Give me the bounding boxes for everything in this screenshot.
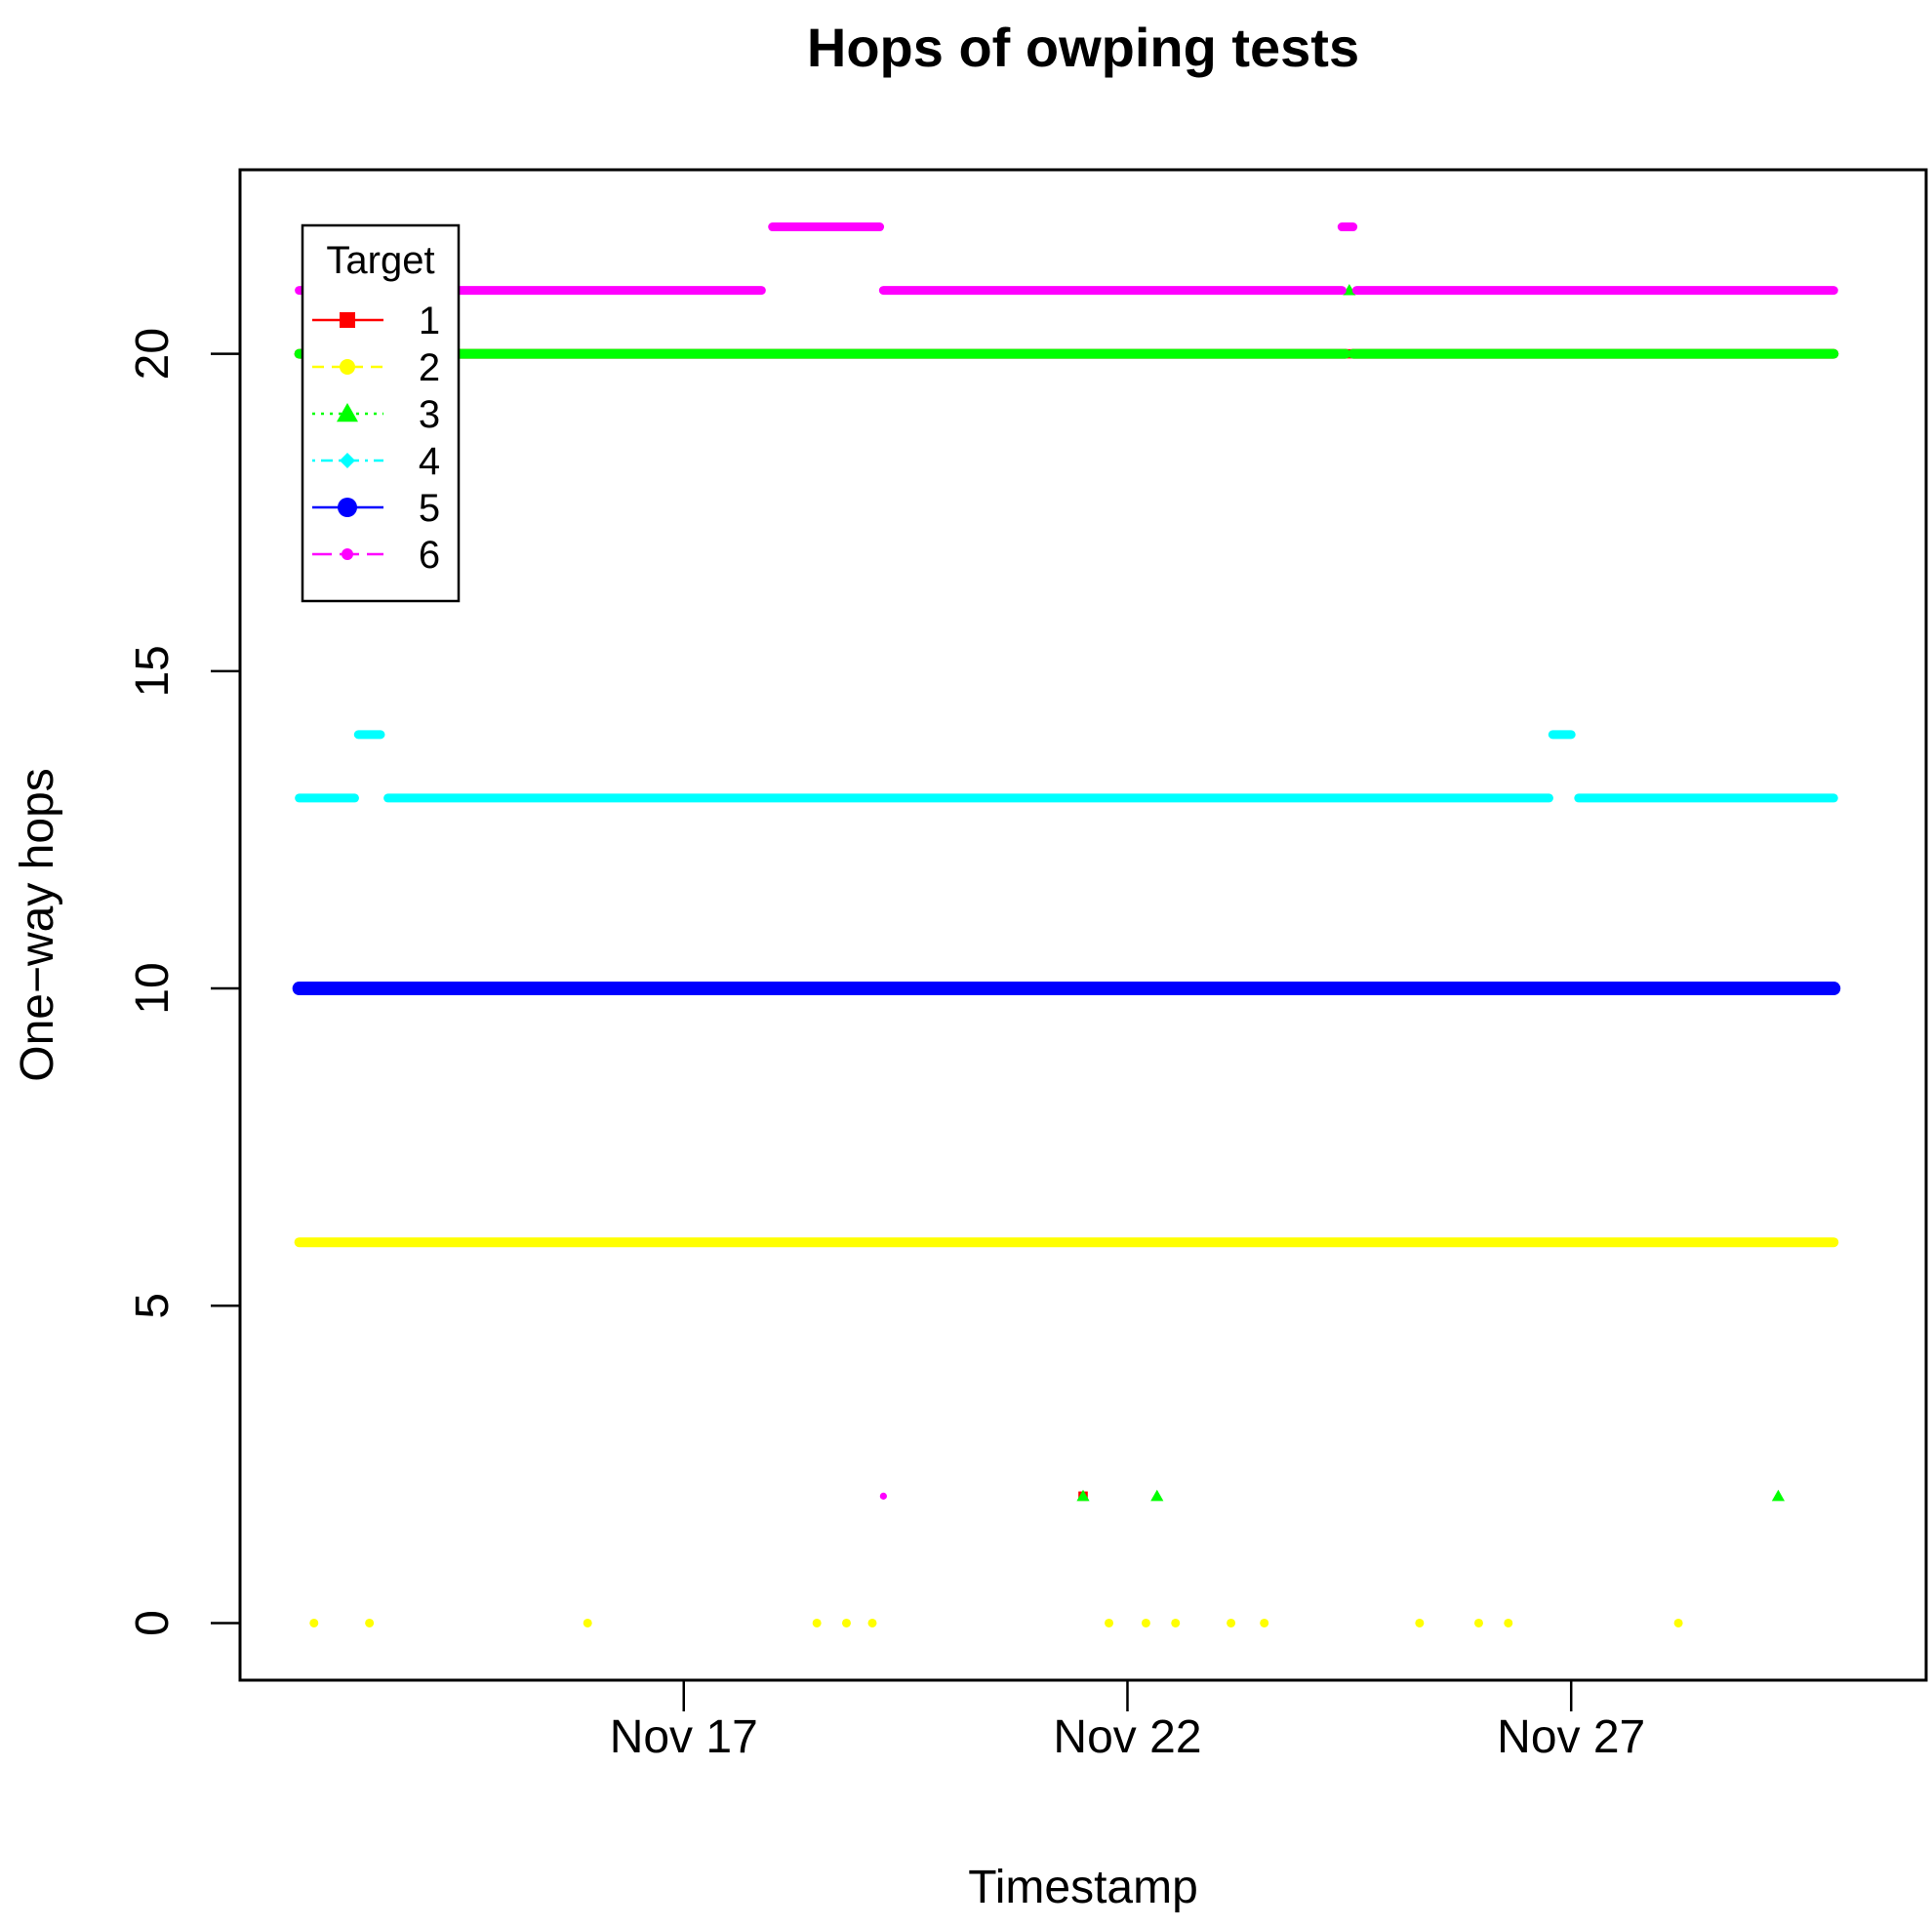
legend-marker bbox=[340, 312, 355, 328]
series-3-point bbox=[1150, 1489, 1164, 1502]
series-3 bbox=[294, 283, 1839, 1502]
legend-entry-3: 3 bbox=[312, 393, 440, 436]
y-tick-label: 5 bbox=[127, 1293, 179, 1319]
x-tick-label: Nov 22 bbox=[1053, 1711, 1201, 1763]
series-2-point bbox=[1260, 1618, 1269, 1627]
series-2-point bbox=[1141, 1618, 1150, 1627]
series-2-point bbox=[867, 1618, 877, 1627]
x-axis-title: Timestamp bbox=[968, 1862, 1198, 1913]
y-axis-title: One−way hops bbox=[12, 768, 63, 1082]
series-2 bbox=[294, 1237, 1839, 1627]
series-2-point bbox=[1504, 1618, 1513, 1627]
series-2-point bbox=[1415, 1618, 1425, 1627]
legend-entry-6: 6 bbox=[312, 534, 440, 577]
series-2-point bbox=[1171, 1618, 1181, 1627]
x-tick-label: Nov 27 bbox=[1497, 1711, 1645, 1763]
series-3-point bbox=[1771, 1489, 1786, 1502]
series-2-point bbox=[583, 1618, 592, 1627]
legend-label: 4 bbox=[419, 440, 440, 483]
legend-title: Target bbox=[326, 239, 434, 282]
chart-title: Hops of owping tests bbox=[807, 17, 1359, 78]
legend-entry-4: 4 bbox=[312, 440, 440, 483]
legend-entry-5: 5 bbox=[312, 487, 440, 530]
series-2-point bbox=[365, 1618, 375, 1627]
legend-label: 1 bbox=[419, 300, 440, 342]
y-tick-label: 0 bbox=[127, 1610, 179, 1636]
series-2-point bbox=[1105, 1618, 1114, 1627]
series-layer bbox=[292, 222, 1841, 1627]
legend-marker bbox=[342, 548, 353, 560]
series-2-point bbox=[1673, 1618, 1683, 1627]
series-2-point bbox=[812, 1618, 822, 1627]
series-3-point bbox=[1076, 1489, 1090, 1502]
y-axis: 0 5 10 15 20 bbox=[127, 328, 240, 1636]
legend-label: 2 bbox=[419, 346, 440, 389]
legend-marker bbox=[337, 403, 358, 422]
legend-marker bbox=[340, 453, 355, 468]
x-axis: Nov 17 Nov 22 Nov 27 bbox=[610, 1680, 1645, 1763]
x-tick-label: Nov 17 bbox=[610, 1711, 758, 1763]
series-6-point bbox=[879, 1492, 887, 1500]
plot-frame bbox=[238, 168, 1928, 1682]
series-3-point bbox=[1343, 283, 1356, 296]
y-tick-label: 20 bbox=[127, 328, 179, 380]
series-2-point bbox=[841, 1618, 851, 1627]
y-tick-label: 10 bbox=[127, 962, 179, 1014]
legend-entry-1: 1 bbox=[312, 300, 440, 342]
legend-box bbox=[301, 223, 461, 603]
legend-entry-2: 2 bbox=[312, 346, 440, 389]
legend-label: 6 bbox=[419, 534, 440, 577]
series-2-point bbox=[309, 1618, 319, 1627]
legend-label: 5 bbox=[419, 487, 440, 530]
series-2-point bbox=[1473, 1618, 1483, 1627]
legend-marker bbox=[340, 359, 355, 375]
legend-marker bbox=[338, 498, 357, 517]
legend-label: 3 bbox=[419, 393, 440, 436]
series-2-point bbox=[1227, 1618, 1236, 1627]
series-4 bbox=[295, 730, 1838, 803]
y-tick-label: 15 bbox=[127, 645, 179, 697]
